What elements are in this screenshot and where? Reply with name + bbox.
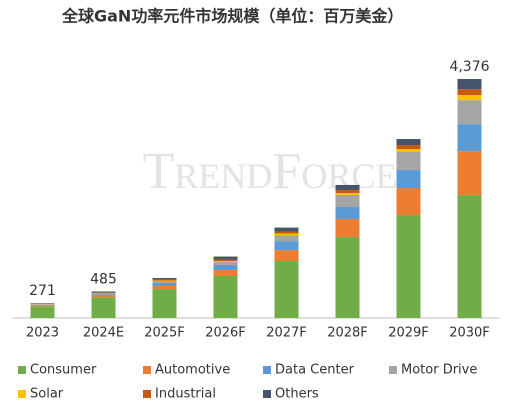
bar-segment [91,292,116,294]
bar-segment [152,279,177,281]
bar-segment [30,303,55,304]
bar-segment [457,100,482,125]
bar-segment [396,170,421,189]
bar-segment [396,139,421,146]
legend-swatch [18,390,26,398]
x-tick-label: 2030F [449,326,490,341]
legend-swatch [143,366,151,374]
bar-segment [396,152,421,171]
chart-title: 全球GaN功率元件市场规模（单位：百万美金） [61,7,403,26]
bar-segment [213,269,238,276]
x-tick-label: 2023 [26,326,59,341]
bar-segment [152,281,177,284]
bar-segment [152,280,177,282]
bar-segment [274,233,299,236]
bar-segment [213,262,238,266]
x-tick-label: 2025F [144,326,185,341]
legend-label: Automotive [155,363,230,378]
bar-segment [91,294,116,296]
legend-label: Motor Drive [401,363,477,378]
bar-segment [274,250,299,262]
legend-label: Industrial [155,387,216,402]
legend-swatch [263,390,271,398]
bar-segment [335,219,360,238]
bar-segment [91,297,116,318]
bar-segment [30,305,55,307]
bar-segment [274,231,299,234]
bar-segment [335,192,360,196]
legend-label: Solar [30,387,64,402]
bar-segment [213,259,238,262]
legend-label: Others [275,387,319,402]
x-tick-label: 2026F [205,326,246,341]
bar-segment [335,195,360,208]
legend-swatch [263,366,271,374]
bar-segment [30,306,55,318]
bar-segment [457,79,482,90]
bar-segment [30,304,55,306]
x-tick-label: 2024E [83,326,124,341]
bar-segment [396,149,421,153]
bar-segment [335,189,360,193]
bar-segment [152,289,177,318]
bar-segment [274,235,299,242]
legend-label: Consumer [30,363,97,378]
bar-segment [274,261,299,318]
x-tick-label: 2029F [388,326,429,341]
bar-segment [91,291,116,293]
legend-label: Data Center [275,363,355,378]
bar-segment [91,293,116,295]
bar-segment [213,256,238,260]
x-tick-label: 2027F [266,326,307,341]
bar-segment [152,278,177,280]
bar-segment [457,89,482,96]
x-tick-label: 2028F [327,326,368,341]
bar-segment [152,286,177,290]
bar-segment [457,95,482,101]
bar-segment [213,265,238,270]
legend-swatch [389,366,397,374]
bar-segment [213,275,238,318]
legend-swatch [18,366,26,374]
bar-segment [396,215,421,318]
bar-segment [396,188,421,216]
total-label: 485 [90,272,117,288]
total-label: 4,376 [449,59,489,75]
bar-segment [274,241,299,251]
bar-segment [213,261,238,263]
bar-segment [152,283,177,287]
bar-segment [91,295,116,298]
bar-segment [274,227,299,232]
bar-segment [396,145,421,150]
bar-segment [30,304,55,305]
total-label: 271 [29,283,56,299]
legend-swatch [143,390,151,398]
bar-segment [457,124,482,152]
bar-segment [457,195,482,318]
bar-segment [335,207,360,220]
bar-segment [335,184,360,190]
bar-segment [457,151,482,196]
bar-segment [335,237,360,318]
